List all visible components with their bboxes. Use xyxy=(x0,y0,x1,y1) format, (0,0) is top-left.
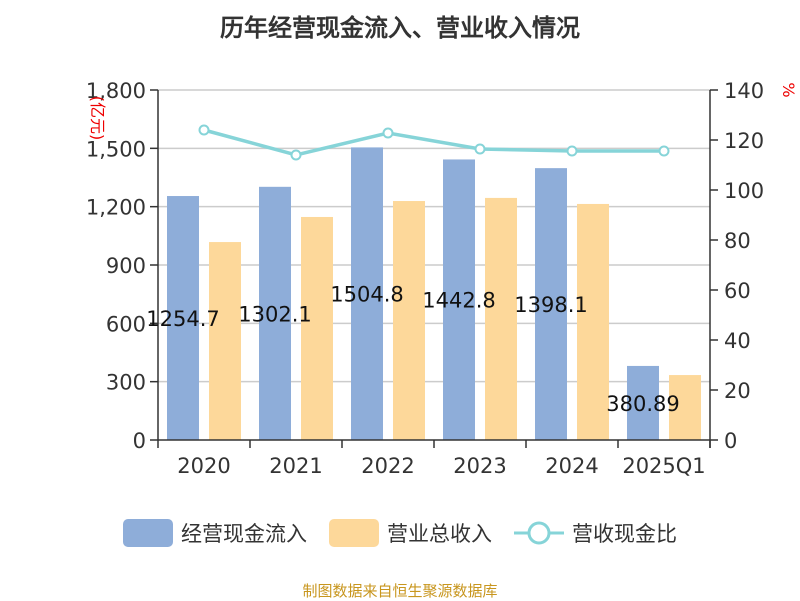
data-label: 1504.8 xyxy=(330,283,403,307)
x-tick-label: 2025Q1 xyxy=(622,454,705,478)
y-axis-label: (亿元) xyxy=(88,96,107,141)
bar-revenue xyxy=(393,201,425,440)
data-label: 1302.1 xyxy=(238,302,311,326)
bar-cash-inflow xyxy=(351,147,383,440)
y2-tick-label: 120 xyxy=(724,129,764,153)
data-label: 1442.8 xyxy=(422,289,495,313)
bar-cash-inflow xyxy=(443,159,475,440)
x-tick-label: 2022 xyxy=(361,454,414,478)
bar-revenue xyxy=(577,203,609,440)
legend-item-ratio[interactable]: 营收现金比 xyxy=(514,518,677,548)
y2-tick-label: 140 xyxy=(724,79,764,103)
point-ratio xyxy=(474,143,486,155)
point-ratio xyxy=(198,124,210,136)
legend-item-revenue[interactable]: 营业总收入 xyxy=(329,518,492,548)
y-tick-label: 1,800 xyxy=(86,79,146,103)
line-ratio xyxy=(203,128,664,157)
bar-revenue xyxy=(669,375,701,440)
data-label: 1254.7 xyxy=(146,307,219,331)
legend-swatch xyxy=(123,519,173,547)
bar-revenue xyxy=(485,197,517,440)
y-tick-label: 0 xyxy=(133,429,146,453)
legend-item-cash-inflow[interactable]: 经营现金流入 xyxy=(123,518,307,548)
x-tick-label: 2023 xyxy=(453,454,506,478)
y-tick-label: 1,200 xyxy=(86,196,146,220)
y2-tick-label: 80 xyxy=(724,229,751,253)
y-tick-label: 600 xyxy=(106,312,146,336)
point-ratio xyxy=(658,145,670,157)
bar-revenue xyxy=(301,216,333,440)
y-tick-label: 900 xyxy=(106,254,146,278)
data-label: 1398.1 xyxy=(514,293,587,317)
y2-tick-label: 20 xyxy=(724,379,751,403)
source-note: 制图数据来自恒生聚源数据库 xyxy=(302,582,498,600)
bar-cash-inflow xyxy=(535,168,567,440)
legend-label: 营收现金比 xyxy=(572,522,677,546)
bar-revenue xyxy=(209,242,241,440)
y2-axis-label: % xyxy=(779,82,798,97)
data-label: 380.89 xyxy=(606,392,679,416)
legend-line-icon xyxy=(514,521,564,545)
point-ratio xyxy=(382,127,394,139)
y2-tick-label: 40 xyxy=(724,329,751,353)
legend-label: 经营现金流入 xyxy=(181,522,307,546)
x-tick-label: 2024 xyxy=(545,454,598,478)
legend-label: 营业总收入 xyxy=(387,522,492,546)
y2-tick-label: 60 xyxy=(724,279,751,303)
y2-tick-label: 100 xyxy=(724,179,764,203)
y2-tick-label: 0 xyxy=(724,429,737,453)
y-tick-label: 300 xyxy=(106,371,146,395)
x-tick-label: 2020 xyxy=(177,454,230,478)
y-tick-label: 1,500 xyxy=(86,137,146,161)
bar-cash-inflow xyxy=(167,196,199,440)
chart-title: 历年经营现金流入、营业收入情况 xyxy=(220,14,580,42)
bar-cash-inflow xyxy=(259,186,291,440)
bar-cash-inflow xyxy=(627,365,659,440)
legend-swatch xyxy=(329,519,379,547)
x-tick-label: 2021 xyxy=(269,454,322,478)
point-ratio xyxy=(566,145,578,157)
point-ratio xyxy=(290,149,302,161)
legend: 经营现金流入 营业总收入 营收现金比 xyxy=(0,518,800,548)
